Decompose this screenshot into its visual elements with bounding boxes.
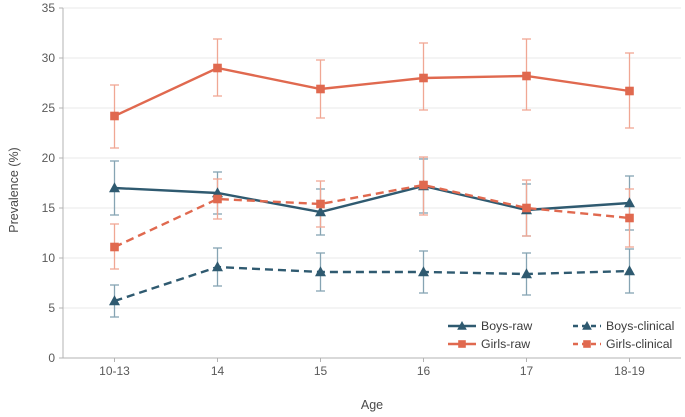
marker-girls-raw-1 bbox=[213, 63, 222, 73]
marker-boys-clinical-1 bbox=[212, 261, 223, 272]
marker-girls-raw-2 bbox=[316, 84, 325, 94]
y-tick-label-10: 10 bbox=[42, 251, 56, 265]
x-tick-label-4: 17 bbox=[520, 364, 534, 378]
marker-girls-raw-5 bbox=[625, 86, 634, 96]
legend-boys-raw-marker bbox=[457, 320, 467, 330]
legend-girls-raw-label: Girls-raw bbox=[481, 337, 530, 351]
y-tick-label-25: 25 bbox=[42, 101, 56, 115]
legend-boys-raw-label: Boys-raw bbox=[481, 319, 532, 333]
x-axis-title: Age bbox=[360, 398, 384, 412]
series-line-boys-clinical bbox=[114, 265, 630, 303]
y-axis-title: Prevalence (%) bbox=[7, 147, 21, 233]
marker-boys-clinical-2 bbox=[315, 266, 326, 277]
marker-girls-clinical-4 bbox=[522, 203, 531, 213]
legend-boys-clinical-marker bbox=[582, 320, 592, 330]
marker-boys-clinical-5 bbox=[624, 265, 635, 276]
legend-girls-clinical-marker bbox=[583, 340, 591, 348]
x-tick-label-1: 14 bbox=[211, 364, 225, 378]
marker-girls-clinical-1 bbox=[213, 194, 222, 204]
y-tick-label-0: 0 bbox=[48, 351, 55, 365]
marker-girls-clinical-5 bbox=[625, 213, 634, 223]
marker-boys-clinical-4 bbox=[521, 268, 532, 279]
legend-girls-raw-marker bbox=[458, 340, 466, 348]
marker-boys-raw-2 bbox=[315, 206, 326, 217]
marker-boys-clinical-0 bbox=[109, 295, 120, 306]
y-tick-label-35: 35 bbox=[42, 1, 56, 15]
legend-boys-clinical-label: Boys-clinical bbox=[606, 319, 674, 333]
marker-boys-raw-5 bbox=[624, 197, 635, 208]
legend-girls-clinical-label: Girls-clinical bbox=[606, 337, 672, 351]
marker-girls-clinical-3 bbox=[419, 180, 428, 190]
marker-girls-clinical-2 bbox=[316, 199, 325, 209]
x-tick-label-0: 10-13 bbox=[99, 364, 130, 378]
y-tick-label-15: 15 bbox=[42, 201, 56, 215]
marker-girls-raw-0 bbox=[110, 111, 119, 121]
y-tick-label-20: 20 bbox=[42, 151, 56, 165]
x-tick-label-2: 15 bbox=[314, 364, 328, 378]
marker-boys-clinical-3 bbox=[418, 266, 429, 277]
series-line-girls-raw bbox=[113, 66, 630, 118]
x-tick-label-5: 18-19 bbox=[614, 364, 645, 378]
marker-girls-clinical-0 bbox=[110, 242, 119, 252]
marker-girls-raw-3 bbox=[419, 73, 428, 83]
y-tick-label-5: 5 bbox=[48, 301, 55, 315]
x-tick-label-3: 16 bbox=[417, 364, 431, 378]
marker-boys-raw-0 bbox=[109, 182, 120, 193]
marker-girls-raw-4 bbox=[522, 71, 531, 81]
y-tick-label-30: 30 bbox=[42, 51, 56, 65]
series-line-girls-clinical bbox=[113, 183, 630, 249]
